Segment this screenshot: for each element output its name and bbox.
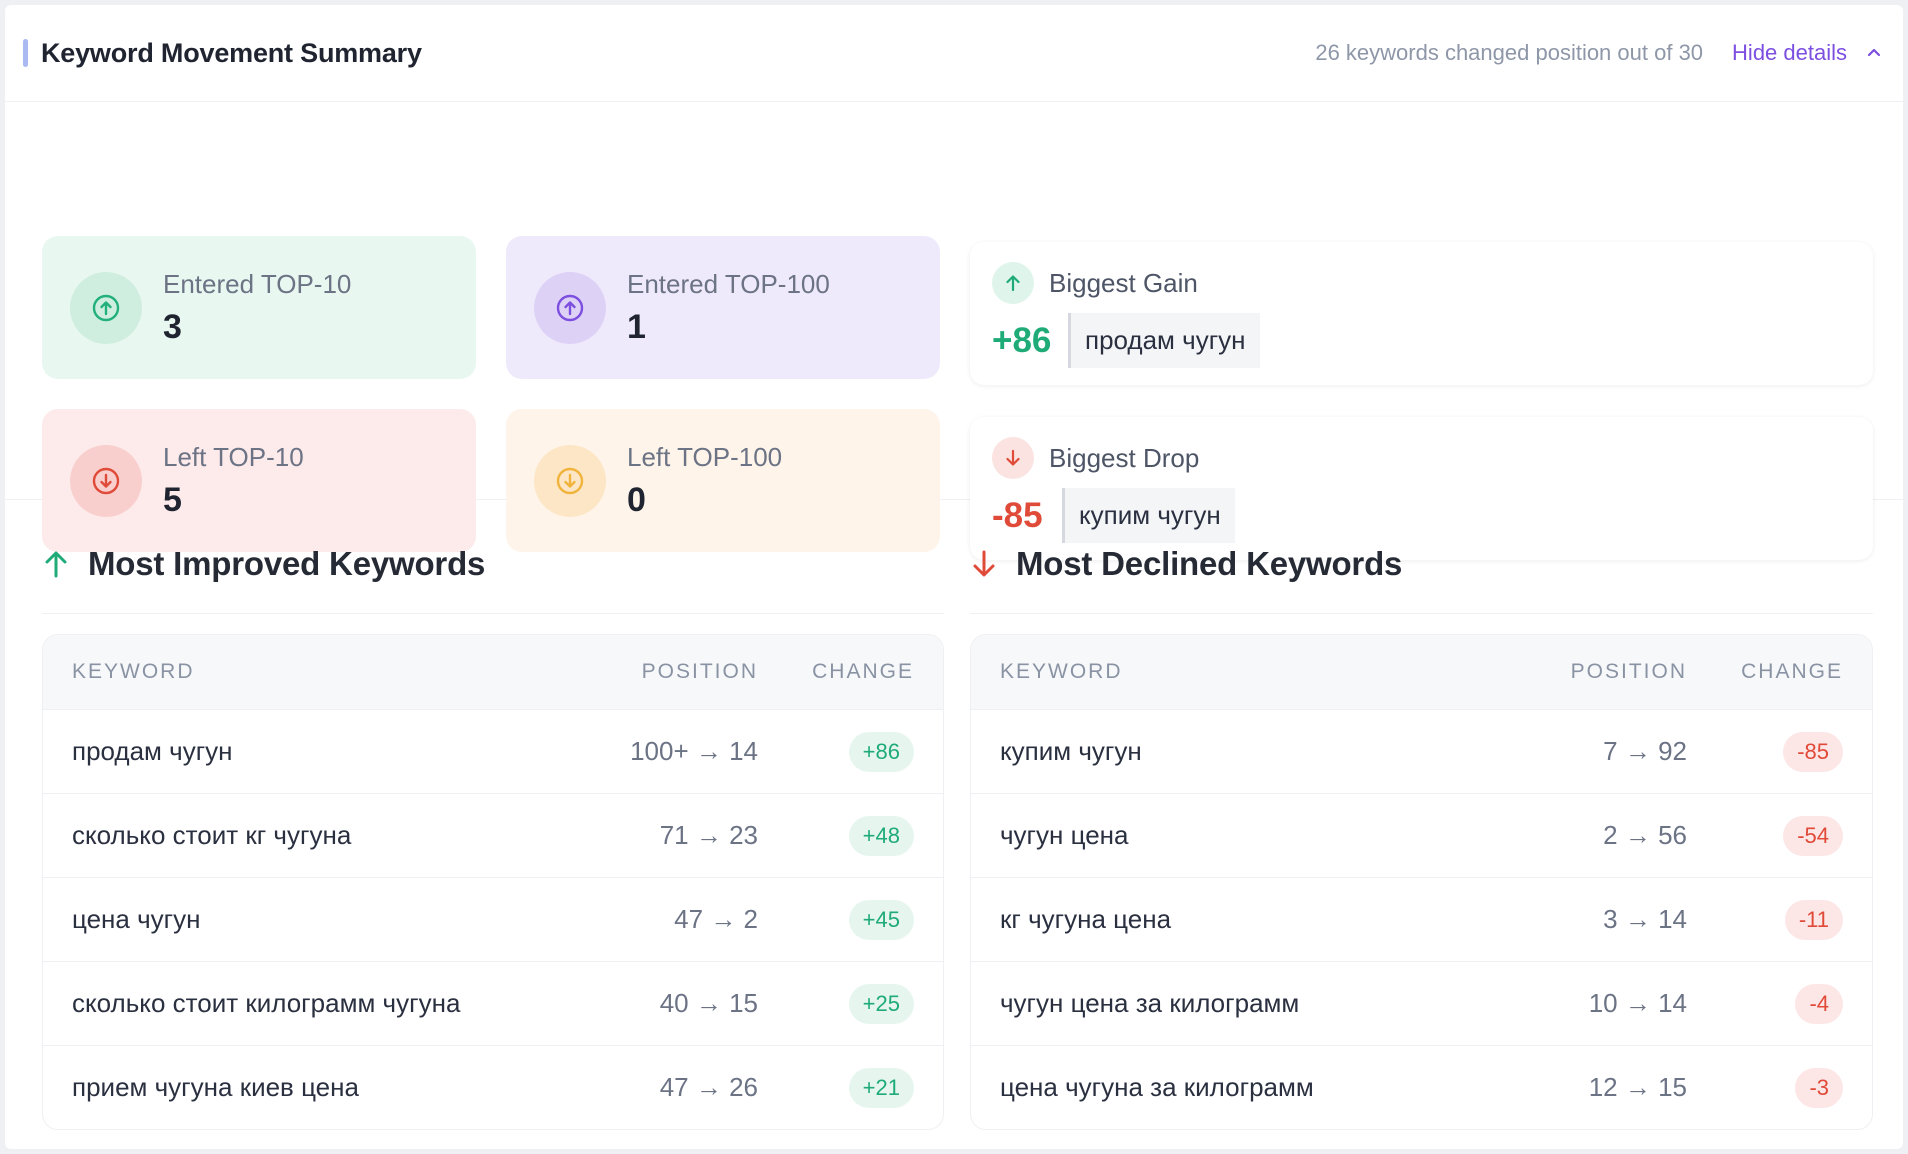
table-row[interactable]: цена чугуна за килограмм 12 → 15 -3	[971, 1045, 1872, 1129]
arrow-up-circle-icon	[534, 271, 606, 344]
changed-count-text: 26 keywords changed position out of 30	[1315, 40, 1704, 65]
header-right: 26 keywords changed position out of 30 H…	[1315, 40, 1881, 66]
row-keyword: чугун цена за килограмм	[1000, 988, 1300, 1018]
left-top10-card: Left TOP-10 5	[42, 409, 476, 552]
arrow-down-circle-icon	[534, 444, 606, 517]
table-row[interactable]: кг чугуна цена 3 → 14 -11	[971, 877, 1872, 961]
change-badge: +48	[848, 815, 914, 856]
most-declined-header: Most Declined Keywords	[970, 514, 1873, 614]
table-row[interactable]: сколько стоит кг чугуна 71 → 23 +48	[43, 793, 943, 877]
entered-top100-label: Entered TOP-100	[627, 268, 830, 299]
table-row[interactable]: продам чугун 100+ → 14 +86	[43, 709, 943, 793]
row-keyword: продам чугун	[72, 736, 233, 766]
left-top10-value: 5	[163, 480, 182, 519]
table-row[interactable]: сколько стоит килограмм чугуна 40 → 15 +…	[43, 961, 943, 1045]
keyword-movement-panel: Keyword Movement Summary 26 keywords cha…	[5, 5, 1903, 1149]
row-keyword: прием чугуна киев цена	[72, 1072, 359, 1102]
change-badge: +21	[848, 1067, 914, 1108]
arrow-down-icon	[970, 549, 1010, 579]
biggest-gain-keyword: продам чугун	[1068, 313, 1260, 368]
hide-details-label: Hide details	[1732, 40, 1847, 65]
row-position: 10 → 14	[1588, 988, 1687, 1018]
change-badge: +86	[848, 731, 914, 772]
most-declined-table: KEYWORD POSITION CHANGE купим чугун 7 → …	[970, 634, 1873, 1130]
row-position: 2 → 56	[1603, 820, 1687, 850]
change-badge: +25	[848, 983, 914, 1024]
row-position: 40 → 15	[659, 988, 758, 1018]
most-improved-section: Most Improved Keywords KEYWORD POSITION …	[42, 500, 944, 1130]
row-keyword: цена чугуна за килограмм	[1000, 1072, 1314, 1102]
row-keyword: сколько стоит килограмм чугуна	[72, 988, 461, 1018]
column-header-position[interactable]: POSITION	[1570, 660, 1687, 683]
panel-title: Keyword Movement Summary	[41, 37, 422, 68]
keyword-tables-section: Most Improved Keywords KEYWORD POSITION …	[5, 500, 1903, 1140]
row-position: 12 → 15	[1588, 1072, 1687, 1102]
change-badge: -3	[1795, 1067, 1843, 1108]
row-position: 71 → 23	[659, 820, 758, 850]
most-declined-section: Most Declined Keywords KEYWORD POSITION …	[970, 500, 1873, 1130]
most-improved-header: Most Improved Keywords	[42, 514, 944, 614]
biggest-drop-title: Biggest Drop	[1049, 442, 1200, 473]
change-badge: -4	[1795, 983, 1843, 1024]
table-header: KEYWORD POSITION CHANGE	[43, 635, 943, 709]
table-row[interactable]: чугун цена за килограмм 10 → 14 -4	[971, 961, 1872, 1045]
title-accent-bar	[23, 39, 28, 67]
table-row[interactable]: прием чугуна киев цена 47 → 26 +21	[43, 1045, 943, 1129]
hide-details-button[interactable]: Hide details	[1732, 40, 1881, 66]
entered-top100-value: 1	[627, 307, 646, 346]
column-header-position[interactable]: POSITION	[641, 660, 758, 683]
row-position: 100+ → 14	[630, 736, 758, 766]
table-row[interactable]: купим чугун 7 → 92 -85	[971, 709, 1872, 793]
most-improved-table: KEYWORD POSITION CHANGE продам чугун 100…	[42, 634, 944, 1130]
row-keyword: сколько стоит кг чугуна	[72, 820, 352, 850]
stats-section: Entered TOP-10 3 Entered TOP-100 1 Left …	[5, 102, 1903, 560]
row-position: 7 → 92	[1603, 736, 1687, 766]
biggest-drop-value: -85	[992, 495, 1043, 535]
change-badge: +45	[848, 899, 914, 940]
entered-top10-label: Entered TOP-10	[163, 268, 352, 299]
biggest-gain-card: Biggest Gain +86 продам чугун	[970, 242, 1873, 385]
biggest-gain-title: Biggest Gain	[1049, 267, 1198, 298]
row-position: 47 → 2	[674, 904, 758, 934]
biggest-gain-value: +86	[992, 320, 1052, 360]
row-position: 3 → 14	[1603, 904, 1687, 934]
panel-header: Keyword Movement Summary 26 keywords cha…	[5, 5, 1903, 102]
most-improved-title: Most Improved Keywords	[88, 544, 486, 582]
most-declined-title: Most Declined Keywords	[1016, 544, 1403, 582]
arrow-up-icon	[992, 262, 1034, 304]
biggest-drop-card: Biggest Drop -85 купим чугун	[970, 417, 1873, 560]
row-keyword: чугун цена	[1000, 820, 1129, 850]
arrow-down-circle-icon	[70, 444, 142, 517]
entered-top100-card: Entered TOP-100 1	[506, 236, 940, 379]
row-keyword: цена чугун	[72, 904, 201, 934]
left-top100-card: Left TOP-100 0	[506, 409, 940, 552]
table-row[interactable]: чугун цена 2 → 56 -54	[971, 793, 1872, 877]
column-header-keyword[interactable]: KEYWORD	[72, 660, 195, 683]
left-top10-label: Left TOP-10	[163, 441, 304, 472]
change-badge: -11	[1784, 899, 1843, 940]
change-badge: -54	[1783, 815, 1843, 856]
row-keyword: купим чугун	[1000, 736, 1142, 766]
arrow-down-icon	[992, 437, 1034, 479]
left-top100-label: Left TOP-100	[627, 441, 783, 472]
table-header: KEYWORD POSITION CHANGE	[971, 635, 1872, 709]
left-top100-value: 0	[627, 480, 646, 519]
column-header-change[interactable]: CHANGE	[812, 660, 914, 683]
row-position: 47 → 26	[659, 1072, 758, 1102]
table-row[interactable]: цена чугун 47 → 2 +45	[43, 877, 943, 961]
change-badge: -85	[1783, 731, 1843, 772]
entered-top10-card: Entered TOP-10 3	[42, 236, 476, 379]
arrow-up-circle-icon	[70, 271, 142, 344]
entered-top10-value: 3	[163, 307, 182, 346]
chevron-up-icon	[1867, 41, 1881, 62]
row-keyword: кг чугуна цена	[1000, 904, 1172, 934]
biggest-drop-keyword: купим чугун	[1062, 488, 1235, 543]
column-header-change[interactable]: CHANGE	[1741, 660, 1843, 683]
column-header-keyword[interactable]: KEYWORD	[1000, 660, 1123, 683]
arrow-up-icon	[42, 549, 82, 579]
